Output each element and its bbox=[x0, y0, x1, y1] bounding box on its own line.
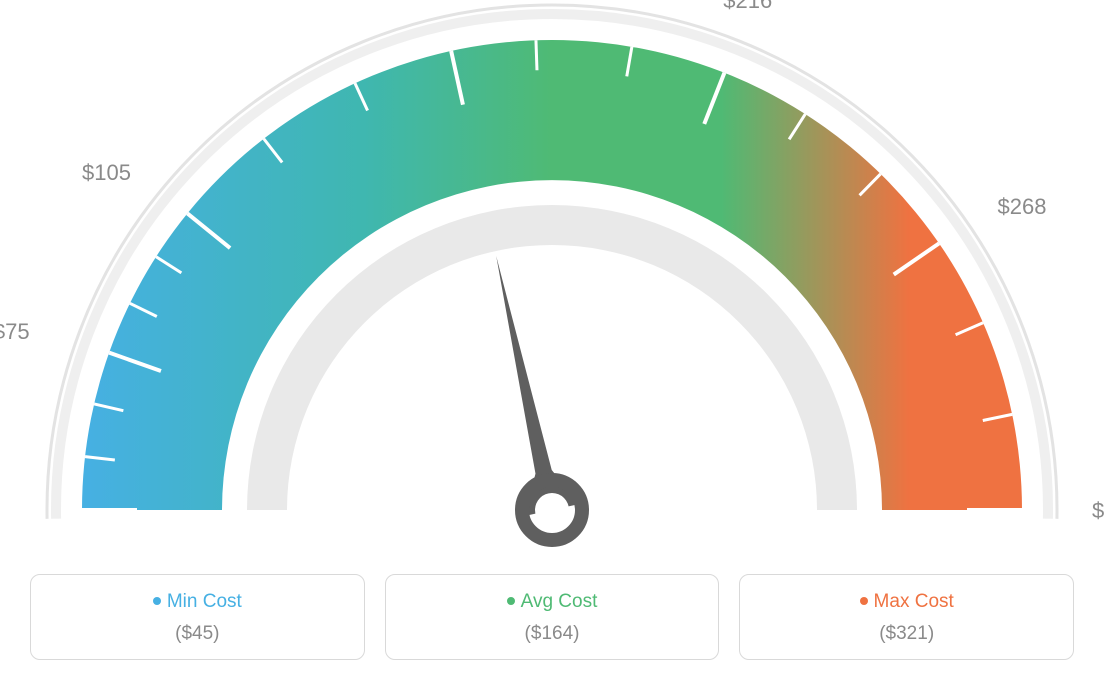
gauge-tick-label: $321 bbox=[1092, 498, 1104, 524]
max-cost-label: Max Cost bbox=[874, 591, 954, 612]
gauge-tick-label: $105 bbox=[82, 160, 131, 186]
min-cost-value: ($45) bbox=[41, 623, 354, 645]
gauge-tick-label: $216 bbox=[723, 0, 772, 14]
gauge-chart bbox=[0, 0, 1104, 560]
min-cost-card: Min Cost ($45) bbox=[30, 574, 365, 660]
min-cost-label: Min Cost bbox=[167, 591, 242, 612]
summary-cards: Min Cost ($45) Avg Cost ($164) Max Cost … bbox=[30, 574, 1074, 660]
avg-cost-value: ($164) bbox=[396, 623, 709, 645]
min-cost-title: Min Cost bbox=[41, 591, 354, 613]
dot-icon bbox=[860, 597, 868, 605]
dot-icon bbox=[507, 597, 515, 605]
max-cost-card: Max Cost ($321) bbox=[739, 574, 1074, 660]
max-cost-value: ($321) bbox=[750, 623, 1063, 645]
gauge-tick-label: $75 bbox=[0, 319, 30, 345]
avg-cost-label: Avg Cost bbox=[521, 591, 598, 612]
gauge-tick-label: $268 bbox=[998, 194, 1047, 220]
cost-gauge-container: $45$75$105$164$216$268$321 Min Cost ($45… bbox=[0, 0, 1104, 690]
avg-cost-title: Avg Cost bbox=[396, 591, 709, 613]
dot-icon bbox=[153, 597, 161, 605]
avg-cost-card: Avg Cost ($164) bbox=[385, 574, 720, 660]
max-cost-title: Max Cost bbox=[750, 591, 1063, 613]
